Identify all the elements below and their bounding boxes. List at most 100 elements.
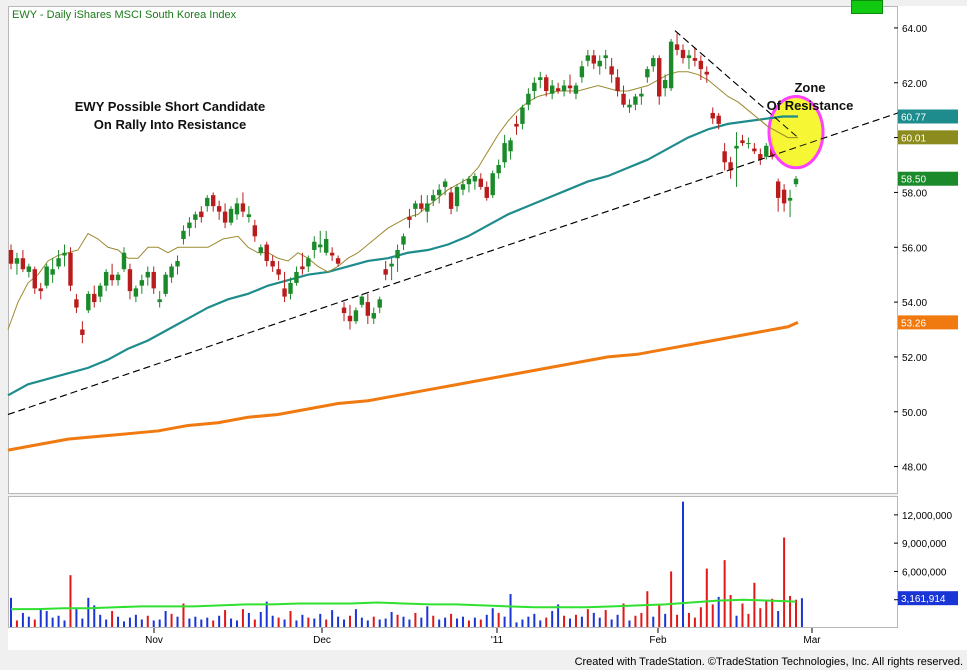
volume-bar [485,614,488,627]
candle-body [579,66,585,78]
volume-bar [640,612,643,627]
volume-bar [378,619,381,627]
candle-body [710,112,715,119]
volume-bar [360,617,363,627]
volume-tick-label: 12,000,000 [902,511,952,522]
date-tick-label: '11 [491,635,504,646]
candle-body [448,192,454,209]
candle-body [466,178,472,185]
candle-body [746,143,751,145]
volume-bar [134,614,137,627]
volume-bar [194,616,197,627]
candle-body [288,282,293,294]
volume-bar [372,616,375,627]
volume-bar [384,618,387,627]
candle-body [294,271,299,283]
candle-body [38,288,43,292]
volume-bar [325,619,328,627]
candle-body [68,252,73,286]
volume-ma-line [11,598,797,611]
candle-body [532,82,537,91]
volume-bar [176,616,179,627]
candle-body [561,85,567,91]
volume-bar [586,609,589,627]
volume-bar [247,612,250,627]
price-label-box [898,109,958,124]
candle-body [621,93,626,105]
volume-bar [414,612,417,627]
price-tick-label: 62.00 [902,79,927,90]
volume-bar [574,614,577,627]
zone-annotation: Zone Of Resistance [755,79,865,115]
volume-bar [200,619,203,627]
volume-bar [319,613,322,627]
volume-bar [45,611,48,627]
candle-body [716,115,721,124]
volume-bar [533,613,536,627]
candle-body [300,266,305,270]
volume-bar [307,617,310,627]
candle-body [609,66,614,75]
volume-bars [10,501,803,627]
volume-bar [473,617,476,627]
candle-body [668,41,674,89]
candle-body [26,266,32,272]
volume-bar [563,615,566,627]
candle-body [62,252,67,256]
volume-bar [295,620,298,627]
volume-bar [158,619,161,627]
zone-annotation-line2: Of Resistance [766,98,854,113]
candle-body [657,58,662,97]
candle-body [306,258,311,267]
volume-bar [15,620,18,627]
candle-body [573,85,579,94]
price-tick-label: 54.00 [902,298,927,309]
volume-bar [63,620,66,627]
volume-bar [426,606,429,627]
candle-body [775,181,781,198]
volume-bar [438,619,441,627]
candle-body [734,145,739,149]
price-tick-label: 56.00 [902,243,927,254]
volume-bar [557,604,560,627]
volume-bar [259,611,262,627]
candle-body [787,197,793,201]
volume-bar [289,611,292,627]
price-label-text: 60.01 [901,133,926,144]
volume-bar [337,616,340,627]
candle-body [597,60,602,67]
candle-body [240,203,246,212]
candle-body [633,96,638,105]
candle-body [478,178,484,187]
volume-bar [128,617,131,627]
price-tick-label: 52.00 [902,353,927,364]
candle-body [603,55,608,59]
candle-body [121,252,127,270]
candle-body [549,85,555,94]
candle-body [627,104,632,108]
volume-bar [57,615,60,627]
volume-bar [450,613,453,627]
candle-body [252,225,258,237]
candle-body [615,77,620,91]
price-gridlines: 64.0062.0060.0058.0056.0054.0052.0050.00… [894,24,927,474]
volume-bar [735,615,738,627]
volume-bar [628,620,631,627]
status-indicator[interactable] [851,0,883,14]
price-label-text: 58.50 [901,175,926,186]
candle-body [318,244,323,248]
volume-bar [658,605,661,627]
volume-bar [569,618,572,627]
candle-body [335,258,341,264]
candle-body [8,250,14,264]
candle-body [199,211,204,218]
volume-bar [479,619,482,627]
candle-body [567,85,573,89]
volume-bar [509,594,512,627]
zone-annotation-line1: Zone [794,80,826,95]
candle-body [56,258,61,267]
ma50-line [7,115,798,397]
volume-bar [408,619,411,627]
volume-bar [527,616,530,627]
candle-body [538,77,543,81]
